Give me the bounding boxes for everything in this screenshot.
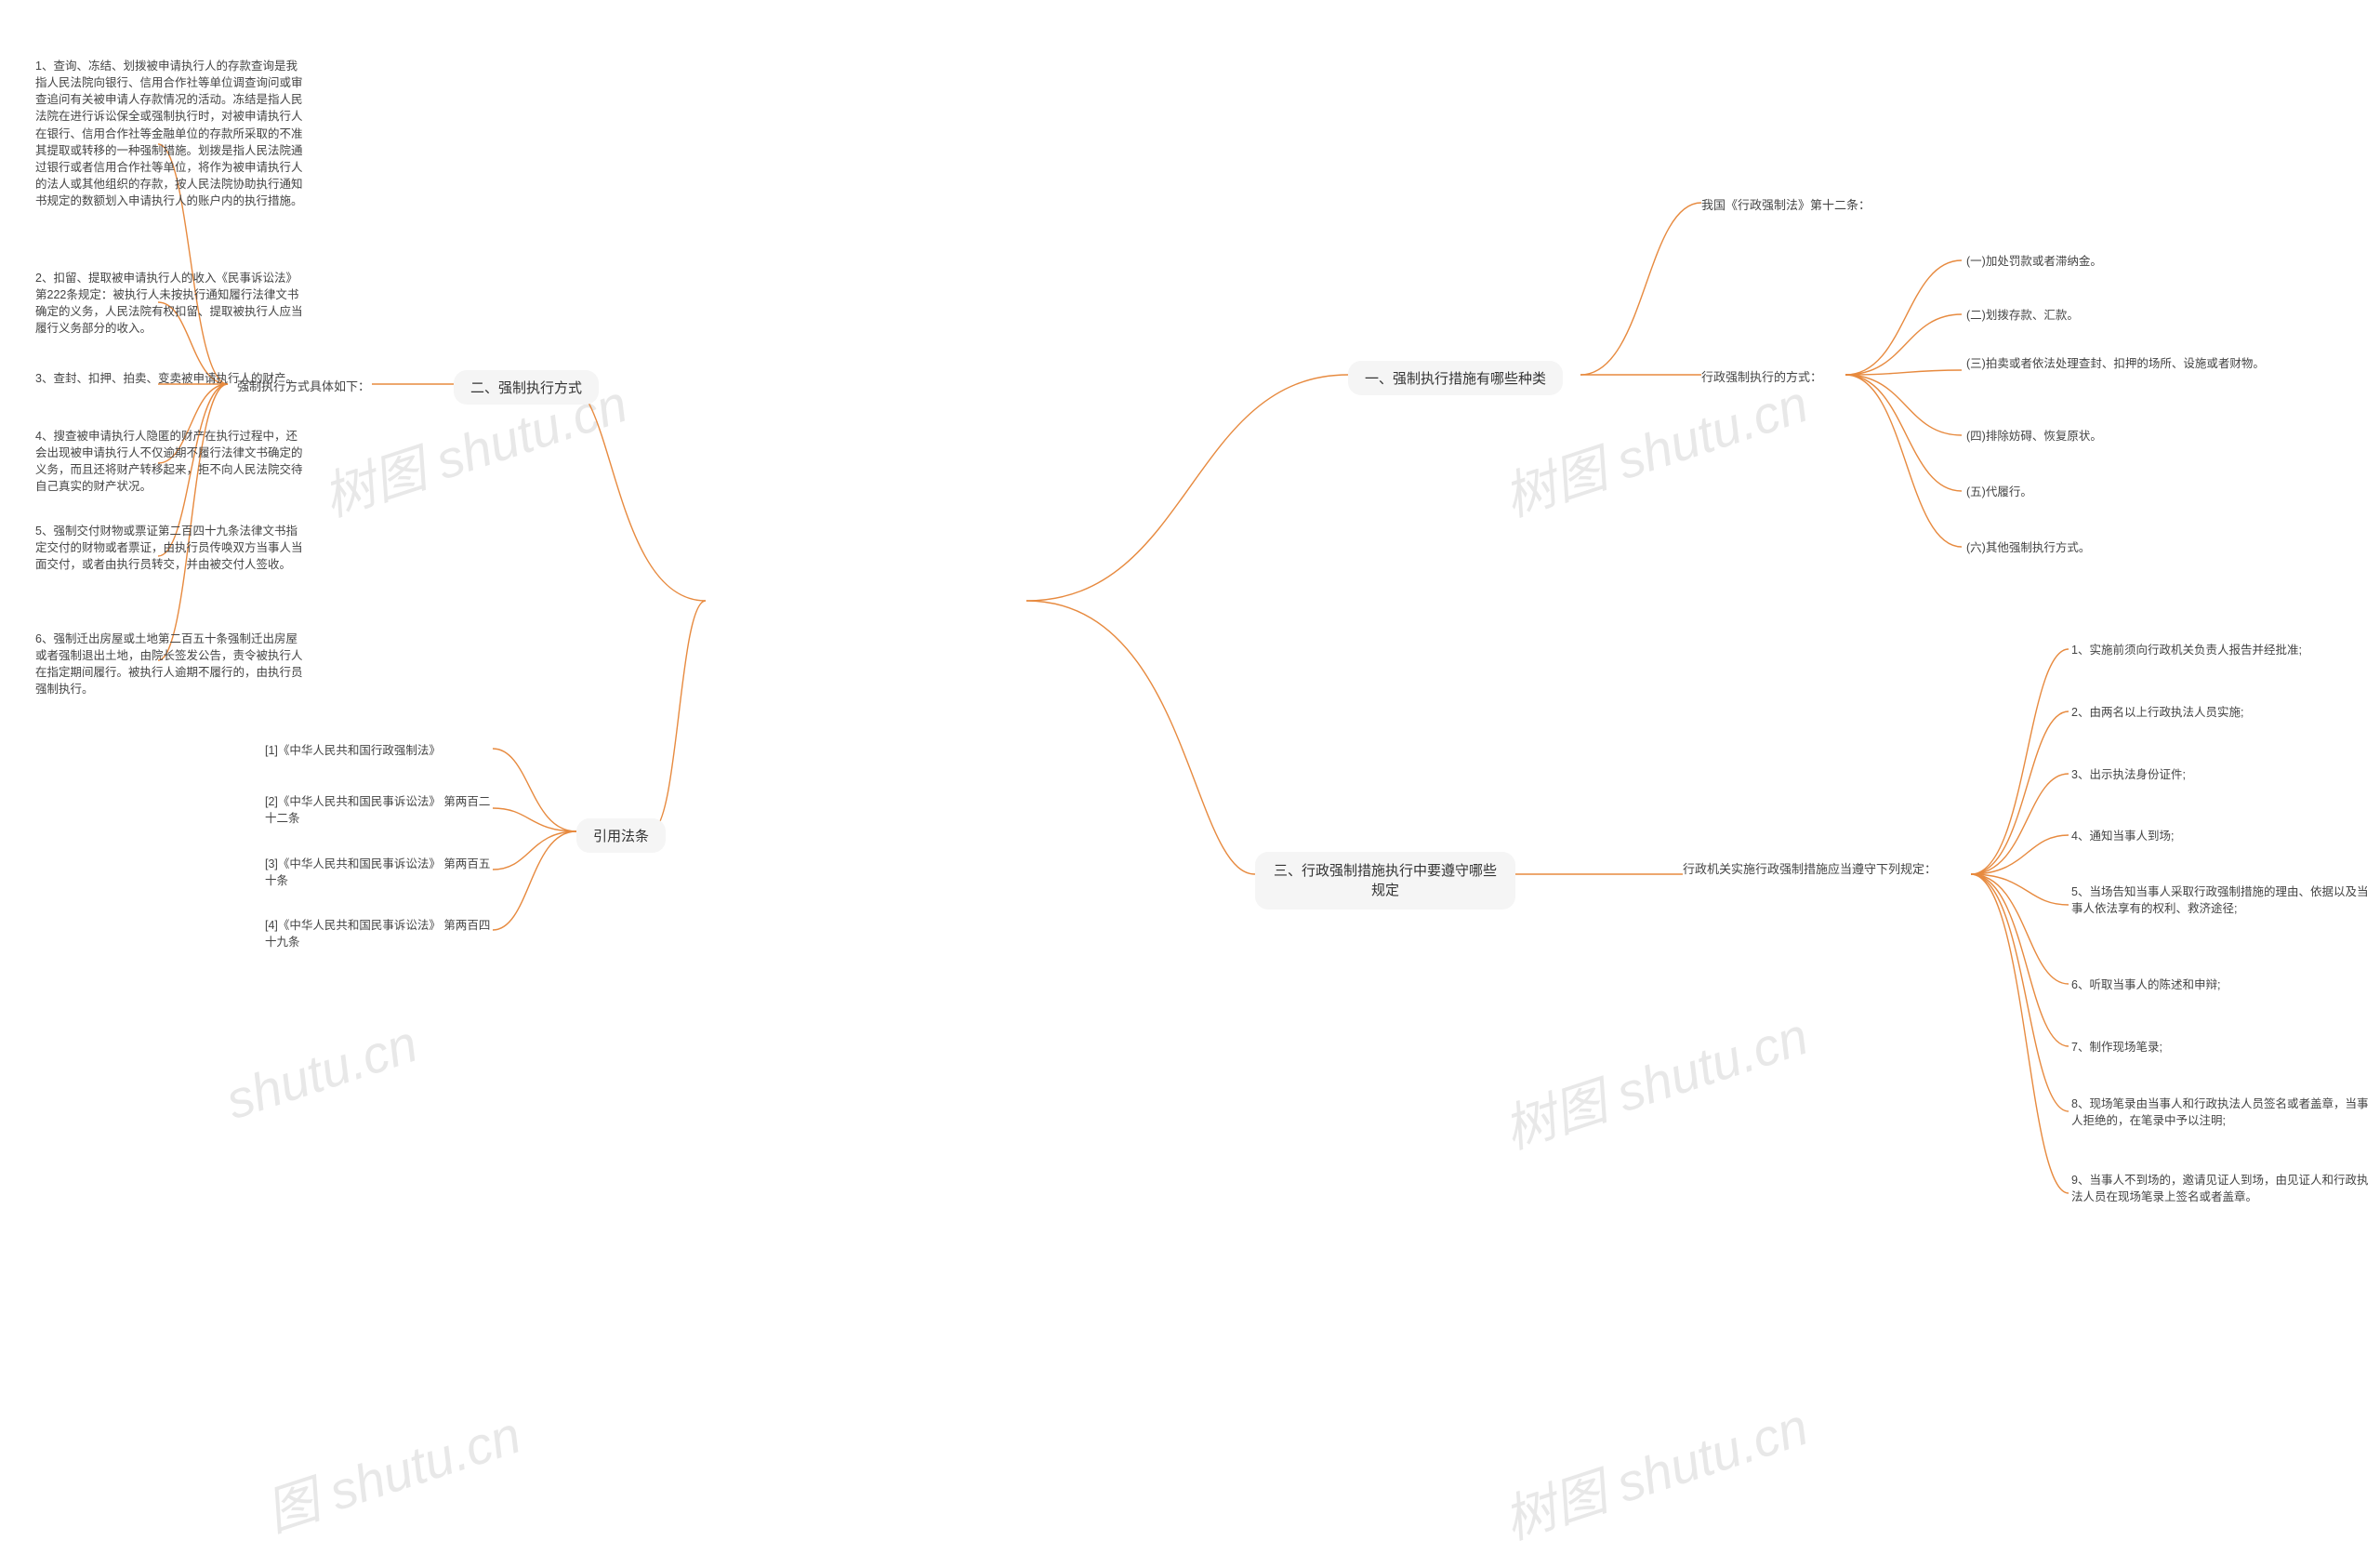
b4-leaf: [2]《中华人民共和国民事诉讼法》 第两百二十二条 [265, 793, 497, 827]
watermark: 图 shutu.cn [255, 1393, 528, 1547]
b1-leaf: (一)加处罚款或者滞纳金。 [1966, 253, 2102, 270]
b2-leaf: 6、强制迁出房屋或土地第二百五十条强制迁出房屋或者强制退出土地，由院长签发公告，… [35, 631, 305, 698]
b1-leaf: (四)排除妨碍、恢复原状。 [1966, 428, 2102, 445]
b3-leaf: 6、听取当事人的陈述和申辩; [2071, 976, 2220, 993]
center-node: 强制执行措施有哪些种类 [706, 574, 1026, 628]
b3-leaf: 8、现场笔录由当事人和行政执法人员签名或者盖章，当事人拒绝的，在笔录中予以注明; [2071, 1096, 2369, 1129]
branch-2: 二、强制执行方式 [454, 370, 599, 405]
b1-leaf: (三)拍卖或者依法处理查封、扣押的场所、设施或者财物。 [1966, 355, 2265, 372]
b2-leaf: 1、查询、冻结、划拨被申请执行人的存款查询是我指人民法院向银行、信用合作社等单位… [35, 58, 305, 209]
b3-leaf: 4、通知当事人到场; [2071, 828, 2174, 844]
b3-leaf: 7、制作现场笔录; [2071, 1039, 2162, 1056]
branch-1: 一、强制执行措施有哪些种类 [1348, 361, 1563, 395]
b3-sub: 行政机关实施行政强制措施应当遵守下列规定： [1683, 859, 1937, 877]
b2-leaf: 3、查封、扣押、拍卖、变卖被申请执行人的财产。 [35, 370, 298, 387]
watermark: 树图 shutu.cn [1493, 1386, 1817, 1554]
b1-sub1: 我国《行政强制法》第十二条： [1701, 195, 1871, 213]
watermark: shutu.cn [218, 1013, 424, 1131]
b2-leaf: 5、强制交付财物或票证第二百四十九条法律文书指定交付的财物或者票证，由执行员传唤… [35, 523, 305, 573]
b4-leaf: [1]《中华人民共和国行政强制法》 [265, 742, 441, 759]
b2-leaf: 4、搜查被申请执行人隐匿的财产在执行过程中，还会出现被申请执行人不仅逾期不履行法… [35, 428, 305, 496]
b2-leaf: 2、扣留、提取被申请执行人的收入《民事诉讼法》第222条规定：被执行人未按执行通… [35, 270, 305, 338]
branch-3: 三、行政强制措施执行中要遵守哪些规定 [1255, 852, 1515, 910]
b3-leaf: 1、实施前须向行政机关负责人报告并经批准; [2071, 642, 2302, 658]
b3-leaf: 9、当事人不到场的，邀请见证人到场，由见证人和行政执法人员在现场笔录上签名或者盖… [2071, 1172, 2369, 1205]
b3-leaf: 3、出示执法身份证件; [2071, 766, 2186, 783]
b4-leaf: [4]《中华人民共和国民事诉讼法》 第两百四十九条 [265, 917, 497, 950]
b3-leaf: 2、由两名以上行政执法人员实施; [2071, 704, 2243, 721]
b1-leaf: (五)代履行。 [1966, 484, 2032, 500]
branch-4: 引用法条 [576, 818, 666, 853]
b1-leaf: (六)其他强制执行方式。 [1966, 539, 2090, 556]
b4-leaf: [3]《中华人民共和国民事诉讼法》 第两百五十条 [265, 856, 497, 889]
b3-leaf: 5、当场告知当事人采取行政强制措施的理由、依据以及当事人依法享有的权利、救济途径… [2071, 883, 2369, 917]
b1-leaf: (二)划拨存款、汇款。 [1966, 307, 2079, 324]
b1-sub2: 行政强制执行的方式： [1701, 367, 1822, 385]
watermark: 树图 shutu.cn [1493, 995, 1817, 1164]
